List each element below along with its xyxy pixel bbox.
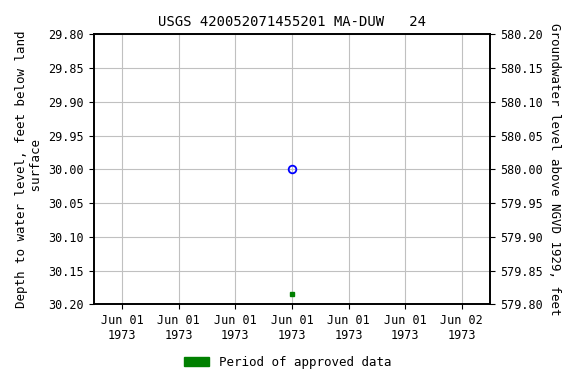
Y-axis label: Depth to water level, feet below land
 surface: Depth to water level, feet below land su… (15, 31, 43, 308)
Title: USGS 420052071455201 MA-DUW   24: USGS 420052071455201 MA-DUW 24 (158, 15, 426, 29)
Y-axis label: Groundwater level above NGVD 1929, feet: Groundwater level above NGVD 1929, feet (548, 23, 561, 316)
Legend: Period of approved data: Period of approved data (179, 351, 397, 374)
